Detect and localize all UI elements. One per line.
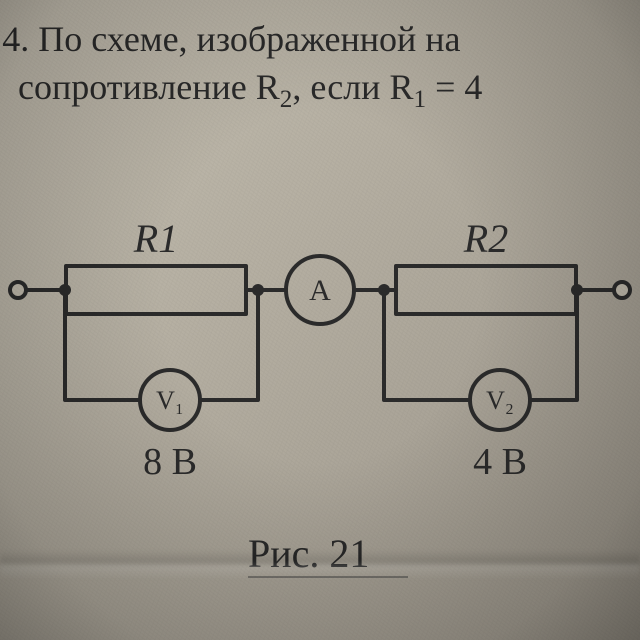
svg-text:V₁: V₁: [156, 386, 184, 415]
svg-text:А: А: [309, 274, 331, 307]
paper-tear-shadow: [0, 550, 640, 580]
svg-text:R2: R2: [463, 216, 508, 261]
svg-text:R1: R1: [133, 216, 178, 261]
svg-text:V₂: V₂: [486, 386, 514, 415]
svg-text:8 В: 8 В: [143, 441, 197, 483]
svg-text:4 В: 4 В: [473, 441, 527, 483]
